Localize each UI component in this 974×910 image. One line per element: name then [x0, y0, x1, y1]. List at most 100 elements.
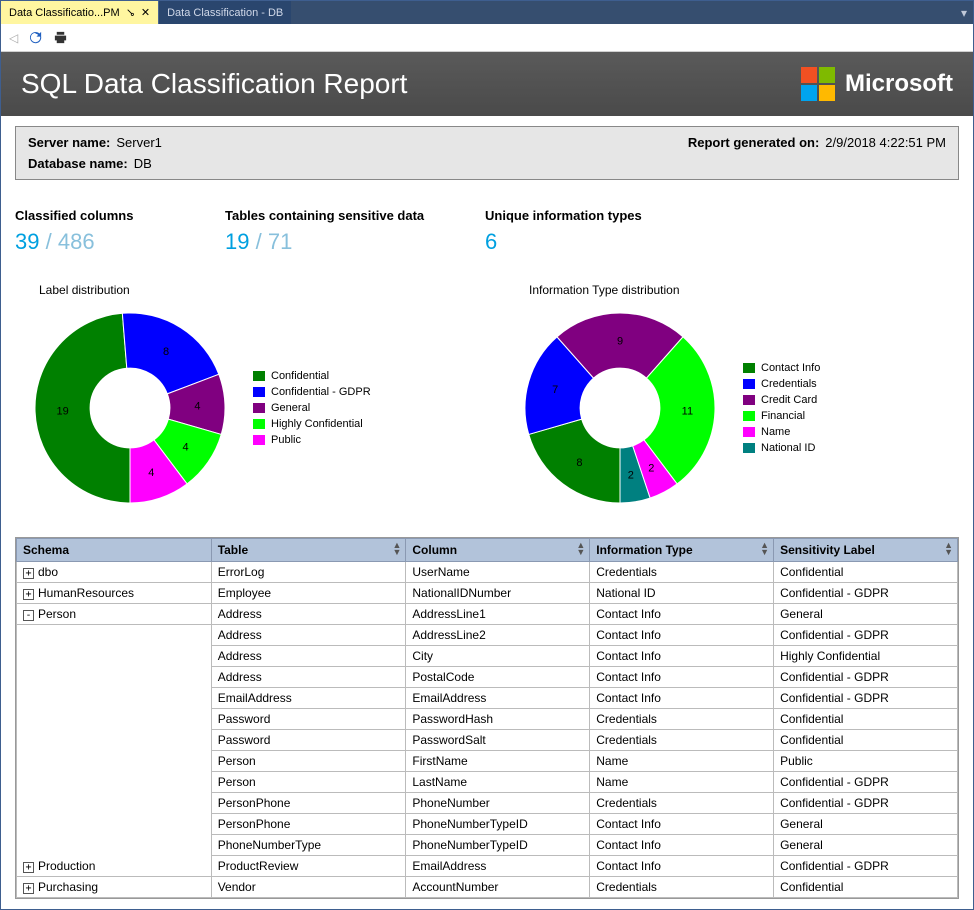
cell-table: Person: [211, 772, 406, 793]
table-header[interactable]: Information Type▲▼: [590, 539, 774, 562]
cell-info: Credentials: [590, 562, 774, 583]
table-header[interactable]: Column▲▼: [406, 539, 590, 562]
charts-row: Label distribution 198444 ConfidentialCo…: [15, 283, 959, 513]
table-row: +PurchasingVendorAccountNumberCredential…: [17, 877, 958, 898]
svg-text:19: 19: [56, 406, 68, 418]
table-row: PersonPhonePhoneNumberCredentialsConfide…: [17, 793, 958, 814]
cell-sens: General: [774, 814, 958, 835]
cell-schema: [17, 730, 212, 751]
stat-types-value: 6: [485, 229, 745, 255]
cell-schema: [17, 688, 212, 709]
cell-info: Credentials: [590, 709, 774, 730]
chart2-title: Information Type distribution: [529, 283, 945, 297]
legend-item: Credentials: [743, 376, 820, 392]
chart2-legend: Contact InfoCredentialsCredit CardFinanc…: [743, 360, 820, 456]
table-header[interactable]: Table▲▼: [211, 539, 406, 562]
cell-schema: [17, 751, 212, 772]
legend-item: Confidential - GDPR: [253, 384, 371, 400]
svg-text:2: 2: [628, 470, 634, 482]
expand-icon[interactable]: +: [23, 862, 34, 873]
stat-types-label: Unique information types: [485, 208, 745, 223]
ms-brand-text: Microsoft: [845, 70, 953, 98]
cell-table: ProductReview: [211, 856, 406, 877]
refresh-icon[interactable]: [28, 30, 43, 45]
expand-icon[interactable]: +: [23, 883, 34, 894]
cell-info: Contact Info: [590, 625, 774, 646]
cell-schema: [17, 793, 212, 814]
table-row: AddressPostalCodeContact InfoConfidentia…: [17, 667, 958, 688]
cell-schema: [17, 709, 212, 730]
cell-column: UserName: [406, 562, 590, 583]
cell-column: PhoneNumberTypeID: [406, 835, 590, 856]
cell-schema: [17, 835, 212, 856]
cell-sens: Confidential - GDPR: [774, 667, 958, 688]
expand-icon[interactable]: +: [23, 568, 34, 579]
tab-active[interactable]: Data Classificatio...PM ⊸ ✕: [1, 1, 158, 24]
legend-item: Confidential: [253, 368, 371, 384]
sort-arrows-icon[interactable]: ▲▼: [576, 542, 585, 556]
chart2-donut: 8791122: [505, 303, 735, 513]
info-box: Server name: Server1 Database name: DB R…: [15, 126, 959, 180]
print-icon[interactable]: [53, 30, 68, 45]
pin-icon[interactable]: ⊸: [122, 5, 138, 21]
legend-item: Contact Info: [743, 360, 820, 376]
page-title: SQL Data Classification Report: [21, 68, 407, 100]
svg-text:9: 9: [617, 336, 623, 348]
sort-arrows-icon[interactable]: ▲▼: [944, 542, 953, 556]
cell-table: PhoneNumberType: [211, 835, 406, 856]
cell-column: PasswordHash: [406, 709, 590, 730]
svg-text:7: 7: [552, 384, 558, 396]
toolbar: ◁: [1, 24, 973, 52]
stat-classified-value: 39 / 486: [15, 229, 225, 255]
cell-info: Contact Info: [590, 667, 774, 688]
close-icon[interactable]: ✕: [141, 6, 150, 19]
classification-table: SchemaTable▲▼Column▲▼Information Type▲▼S…: [15, 537, 959, 899]
legend-item: Credit Card: [743, 392, 820, 408]
legend-item: Name: [743, 424, 820, 440]
cell-column: NationalIDNumber: [406, 583, 590, 604]
stat-classified-label: Classified columns: [15, 208, 225, 223]
cell-column: AddressLine1: [406, 604, 590, 625]
sort-arrows-icon[interactable]: ▲▼: [392, 542, 401, 556]
cell-table: Password: [211, 730, 406, 751]
server-name-label: Server name:: [28, 135, 110, 150]
svg-text:8: 8: [576, 457, 582, 469]
cell-table: Password: [211, 709, 406, 730]
stats-row: Classified columns 39 / 486 Tables conta…: [15, 208, 959, 255]
cell-sens: General: [774, 835, 958, 856]
svg-text:4: 4: [148, 467, 154, 479]
cell-table: PersonPhone: [211, 814, 406, 835]
report-generated-label: Report generated on:: [688, 135, 819, 171]
legend-item: Public: [253, 432, 371, 448]
cell-schema: +Purchasing: [17, 877, 212, 898]
tab-bar: Data Classificatio...PM ⊸ ✕ Data Classif…: [1, 1, 973, 24]
tab-dropdown-icon[interactable]: ▾: [955, 1, 973, 24]
cell-column: FirstName: [406, 751, 590, 772]
cell-sens: General: [774, 604, 958, 625]
cell-sens: Highly Confidential: [774, 646, 958, 667]
cell-column: LastName: [406, 772, 590, 793]
cell-column: PostalCode: [406, 667, 590, 688]
table-row: -PersonAddressAddressLine1Contact InfoGe…: [17, 604, 958, 625]
table-row: AddressCityContact InfoHighly Confidenti…: [17, 646, 958, 667]
cell-schema: +Production: [17, 856, 212, 877]
table-row: PhoneNumberTypePhoneNumberTypeIDContact …: [17, 835, 958, 856]
table-row: PasswordPasswordHashCredentialsConfident…: [17, 709, 958, 730]
tab-inactive[interactable]: Data Classification - DB: [158, 1, 291, 24]
server-name-value: Server1: [116, 135, 162, 150]
cell-column: AccountNumber: [406, 877, 590, 898]
expand-icon[interactable]: +: [23, 589, 34, 600]
cell-table: ErrorLog: [211, 562, 406, 583]
cell-schema: +HumanResources: [17, 583, 212, 604]
svg-text:4: 4: [182, 441, 188, 453]
cell-sens: Confidential - GDPR: [774, 583, 958, 604]
legend-item: General: [253, 400, 371, 416]
table-header[interactable]: Sensitivity Label▲▼: [774, 539, 958, 562]
table-header[interactable]: Schema: [17, 539, 212, 562]
sort-arrows-icon[interactable]: ▲▼: [760, 542, 769, 556]
cell-info: Contact Info: [590, 646, 774, 667]
cell-column: EmailAddress: [406, 856, 590, 877]
back-icon[interactable]: ◁: [9, 31, 18, 45]
svg-text:11: 11: [682, 406, 693, 418]
collapse-icon[interactable]: -: [23, 610, 34, 621]
